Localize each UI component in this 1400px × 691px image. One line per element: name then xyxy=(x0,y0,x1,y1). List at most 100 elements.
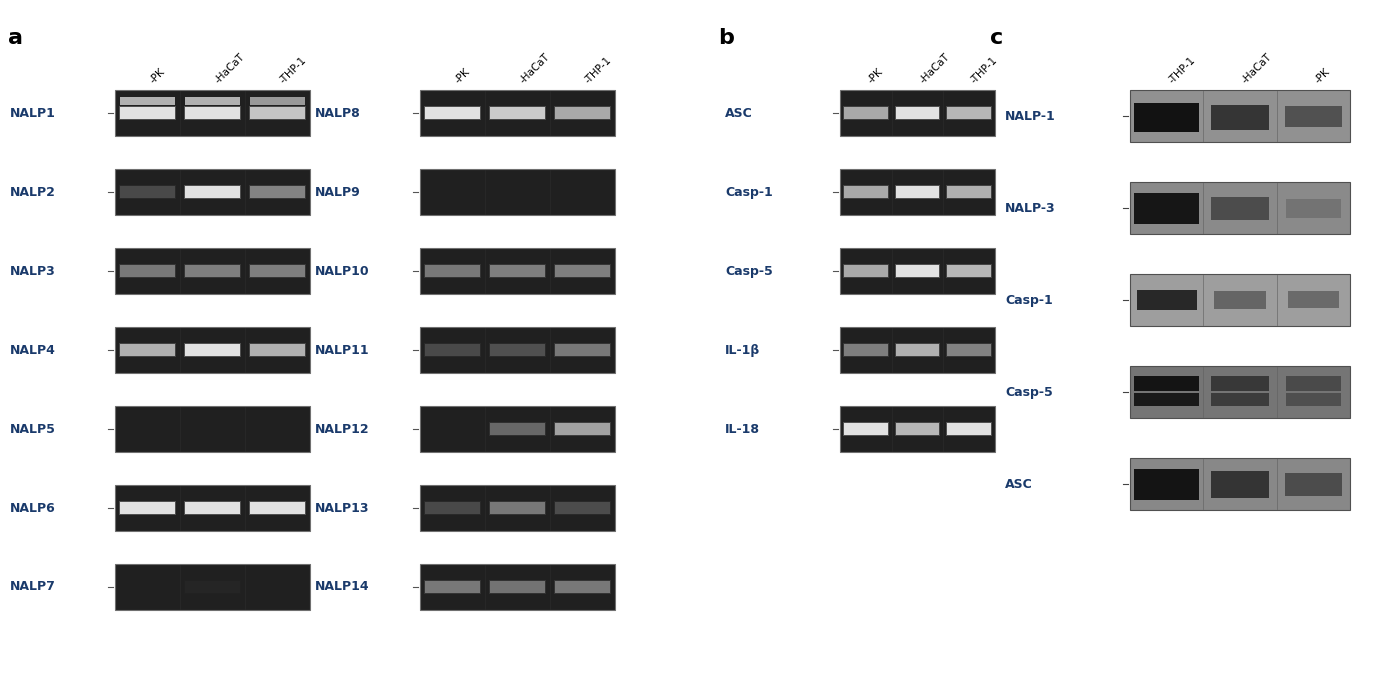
Bar xyxy=(185,97,239,105)
Bar xyxy=(840,169,995,215)
Text: Casp-5: Casp-5 xyxy=(725,265,773,278)
Text: NALP6: NALP6 xyxy=(10,502,56,515)
Bar xyxy=(946,343,991,357)
Bar xyxy=(1211,471,1270,498)
Bar xyxy=(554,265,610,278)
Bar xyxy=(185,265,239,276)
Bar xyxy=(946,265,991,278)
Bar xyxy=(185,580,241,594)
Text: -HaCaT: -HaCaT xyxy=(917,51,952,85)
Text: NALP9: NALP9 xyxy=(315,185,361,198)
Bar xyxy=(948,187,991,198)
Text: NALP-1: NALP-1 xyxy=(1005,109,1056,122)
Bar xyxy=(896,187,939,198)
Bar xyxy=(426,582,480,592)
Bar xyxy=(895,106,941,120)
Bar xyxy=(1288,291,1338,308)
Bar xyxy=(489,106,546,120)
Bar xyxy=(420,406,615,452)
Text: Casp-1: Casp-1 xyxy=(725,185,773,198)
Bar xyxy=(185,185,241,198)
Text: ASC: ASC xyxy=(725,106,753,120)
Bar xyxy=(895,343,941,357)
Bar xyxy=(489,343,546,357)
Bar xyxy=(490,424,545,435)
Text: -PK: -PK xyxy=(1313,66,1333,85)
Bar xyxy=(556,502,610,513)
Text: -PK: -PK xyxy=(147,66,167,85)
Bar xyxy=(489,422,546,435)
Bar xyxy=(1130,90,1350,142)
Text: -PK: -PK xyxy=(452,66,472,85)
Bar xyxy=(185,187,239,198)
Text: IL-1β: IL-1β xyxy=(725,343,760,357)
Bar xyxy=(554,106,610,120)
Bar xyxy=(424,106,480,120)
Bar xyxy=(119,502,176,515)
Text: Casp-1: Casp-1 xyxy=(1005,294,1053,307)
Text: NALP12: NALP12 xyxy=(315,422,370,435)
Bar xyxy=(490,108,545,119)
Text: NALP11: NALP11 xyxy=(315,343,370,357)
Bar xyxy=(420,90,615,136)
Bar xyxy=(1134,377,1198,391)
Bar xyxy=(554,343,610,357)
Text: b: b xyxy=(718,28,734,48)
Bar xyxy=(1285,106,1343,127)
Bar xyxy=(251,265,305,276)
Bar xyxy=(896,265,939,276)
Bar xyxy=(120,345,175,356)
Bar xyxy=(844,265,888,276)
Bar xyxy=(249,185,305,198)
Text: -HaCaT: -HaCaT xyxy=(1240,51,1274,85)
Text: NALP14: NALP14 xyxy=(315,580,370,594)
Bar xyxy=(554,580,610,594)
Bar xyxy=(249,265,305,278)
Bar xyxy=(1285,393,1341,406)
Bar xyxy=(426,108,480,119)
Bar xyxy=(489,265,546,278)
Bar xyxy=(119,106,176,120)
Text: NALP3: NALP3 xyxy=(10,265,56,278)
Bar xyxy=(490,582,545,592)
Bar xyxy=(946,422,991,435)
Bar xyxy=(249,502,305,515)
Bar xyxy=(115,169,309,215)
Bar xyxy=(490,265,545,276)
Bar xyxy=(1134,393,1198,406)
Text: NALP8: NALP8 xyxy=(315,106,361,120)
Bar xyxy=(948,345,991,356)
Bar xyxy=(115,485,309,531)
Bar xyxy=(119,343,176,357)
Bar xyxy=(185,502,239,513)
Bar xyxy=(556,345,610,356)
Bar xyxy=(420,564,615,610)
Bar xyxy=(251,345,305,356)
Bar xyxy=(895,185,941,198)
Text: a: a xyxy=(8,28,22,48)
Bar xyxy=(420,327,615,373)
Text: -THP-1: -THP-1 xyxy=(277,55,308,85)
Bar xyxy=(1285,377,1341,391)
Bar xyxy=(895,265,941,278)
Bar xyxy=(844,187,888,198)
Bar xyxy=(556,108,610,119)
Bar xyxy=(948,108,991,119)
Bar xyxy=(896,424,939,435)
Bar xyxy=(115,564,309,610)
Bar xyxy=(843,106,889,120)
Bar xyxy=(249,343,305,357)
Text: -HaCaT: -HaCaT xyxy=(213,51,246,85)
Text: NALP1: NALP1 xyxy=(10,106,56,120)
Bar xyxy=(119,185,176,198)
Bar xyxy=(251,187,305,198)
Bar xyxy=(424,580,480,594)
Bar xyxy=(249,106,305,120)
Bar xyxy=(420,485,615,531)
Text: NALP10: NALP10 xyxy=(315,265,370,278)
Bar xyxy=(424,343,480,357)
Bar xyxy=(185,343,241,357)
Bar xyxy=(115,327,309,373)
Bar xyxy=(120,97,175,105)
Text: -THP-1: -THP-1 xyxy=(1166,55,1197,85)
